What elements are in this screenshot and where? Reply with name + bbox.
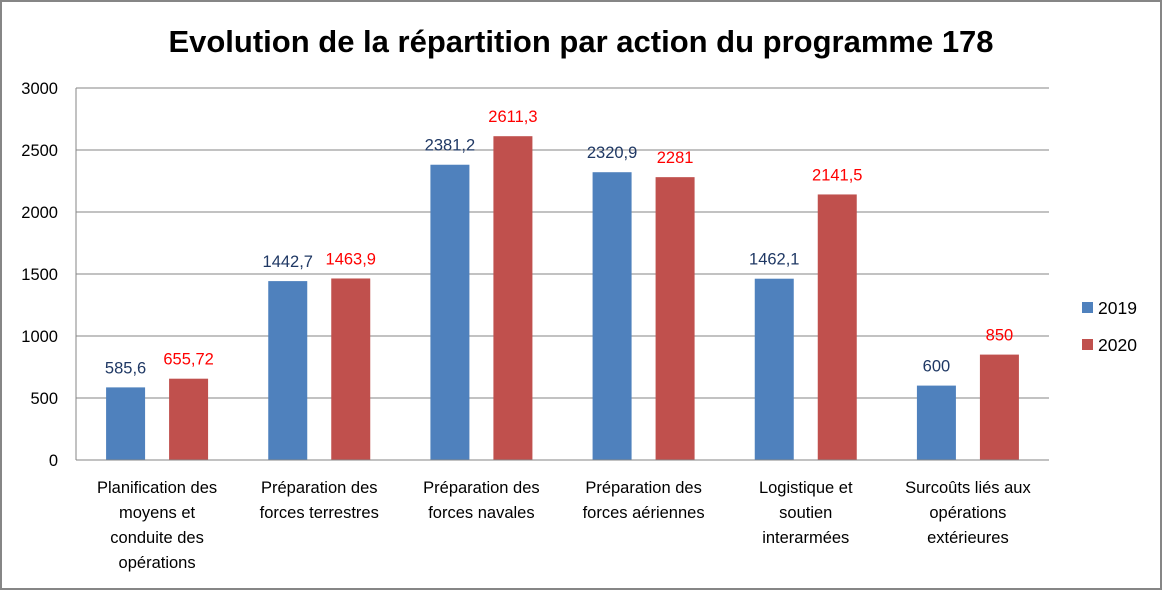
bar-2019 [268,281,308,460]
gridlines [76,87,1049,461]
bar-2019 [430,164,470,460]
x-category-label: opérations [929,504,1006,522]
x-category-label: moyens et [119,504,196,522]
bar-2019 [916,385,956,460]
x-category-label: conduite des [110,529,204,547]
bar-2020 [817,194,857,461]
y-tick-label: 2500 [21,142,58,160]
data-label-2019: 1462,1 [749,251,799,269]
bar-2020 [979,354,1019,460]
bars [106,136,1019,461]
x-category-label: forces navales [428,504,534,522]
x-category-label: extérieures [927,529,1009,547]
data-label-2019: 2381,2 [425,137,475,155]
data-label-2020: 2281 [657,149,694,167]
bar-2020 [169,378,209,460]
x-category-label: forces aériennes [583,504,705,522]
x-category-label: Surcoûts liés aux [905,479,1031,497]
bar-2019 [106,387,146,460]
data-label-2020: 1463,9 [326,250,376,268]
x-category-label: forces terrestres [260,504,379,522]
bar-2019 [754,278,794,460]
bar-2019 [592,172,632,460]
y-axis: 0 500 1000 1500 2000 2500 3000 [21,80,77,470]
y-tick-label: 3000 [21,80,58,98]
legend-swatch-2019 [1082,302,1093,313]
chart-title: Evolution de la répartition par action d… [168,24,993,59]
y-tick-label: 2000 [21,204,58,222]
x-category-label: Planification des [97,479,217,497]
legend-swatch-2020 [1082,339,1093,350]
data-label-2020: 2141,5 [812,166,862,184]
legend-label-2019: 2019 [1098,298,1137,318]
bar-2020 [331,278,371,460]
x-axis: Planification des moyens et conduite des op… [76,459,1049,572]
x-category-label: Préparation des [261,479,378,497]
data-label-2020: 850 [986,327,1014,345]
bar-2020 [493,136,533,461]
x-category-label: Préparation des [423,479,540,497]
data-label-2020: 2611,3 [488,108,537,126]
y-tick-label: 500 [30,390,58,408]
bar-2020 [655,177,695,460]
y-tick-label: 1000 [21,328,58,346]
x-category-label: opérations [119,554,196,572]
legend-label-2020: 2020 [1098,335,1137,355]
data-label-2019: 585,6 [105,359,146,377]
data-label-2019: 1442,7 [263,253,313,271]
data-label-2020: 655,72 [163,351,213,369]
x-category-label: soutien [779,504,832,522]
y-tick-label: 1500 [21,266,58,284]
y-tick-label: 0 [49,452,58,470]
x-category-label: interarmées [762,529,849,547]
x-category-label: Préparation des [585,479,702,497]
x-category-label: Logistique et [759,479,853,497]
data-labels: 585,6 655,72 1442,7 1463,9 2381,2 2611,3 2320,… [105,108,1013,377]
legend: 2019 2020 [1082,298,1137,355]
data-label-2019: 2320,9 [587,144,637,162]
data-label-2019: 600 [923,358,951,376]
